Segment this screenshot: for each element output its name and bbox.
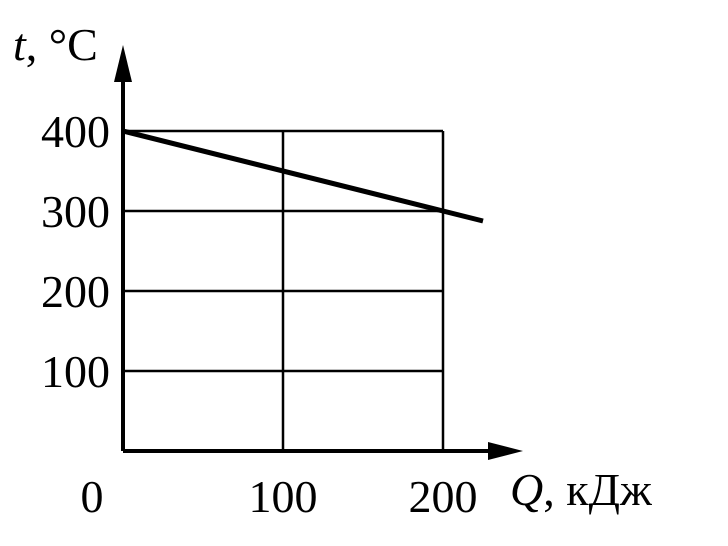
origin-label: 0 (81, 471, 104, 522)
y-axis-symbol: t (13, 19, 27, 70)
x-tick-label: 200 (409, 471, 478, 522)
x-axis-symbol: Q (510, 464, 543, 515)
y-axis-arrow (114, 45, 132, 82)
x-tick-label: 100 (249, 471, 318, 522)
x-axis-unit: , кДж (543, 464, 652, 515)
y-tick-label: 200 (41, 266, 110, 317)
axes (114, 45, 523, 460)
tick-labels: 100 200 300 400 100 200 (41, 106, 478, 522)
y-axis-unit: , °С (26, 19, 98, 70)
grid (123, 129, 445, 451)
series-line (122, 128, 484, 224)
x-axis-arrow (488, 442, 523, 460)
y-tick-label: 300 (41, 186, 110, 237)
x-axis-label: Q, кДж (510, 464, 652, 515)
y-tick-label: 100 (41, 346, 110, 397)
y-axis-label: t, °С (13, 19, 98, 70)
series (122, 128, 484, 224)
y-tick-label: 400 (41, 106, 110, 157)
